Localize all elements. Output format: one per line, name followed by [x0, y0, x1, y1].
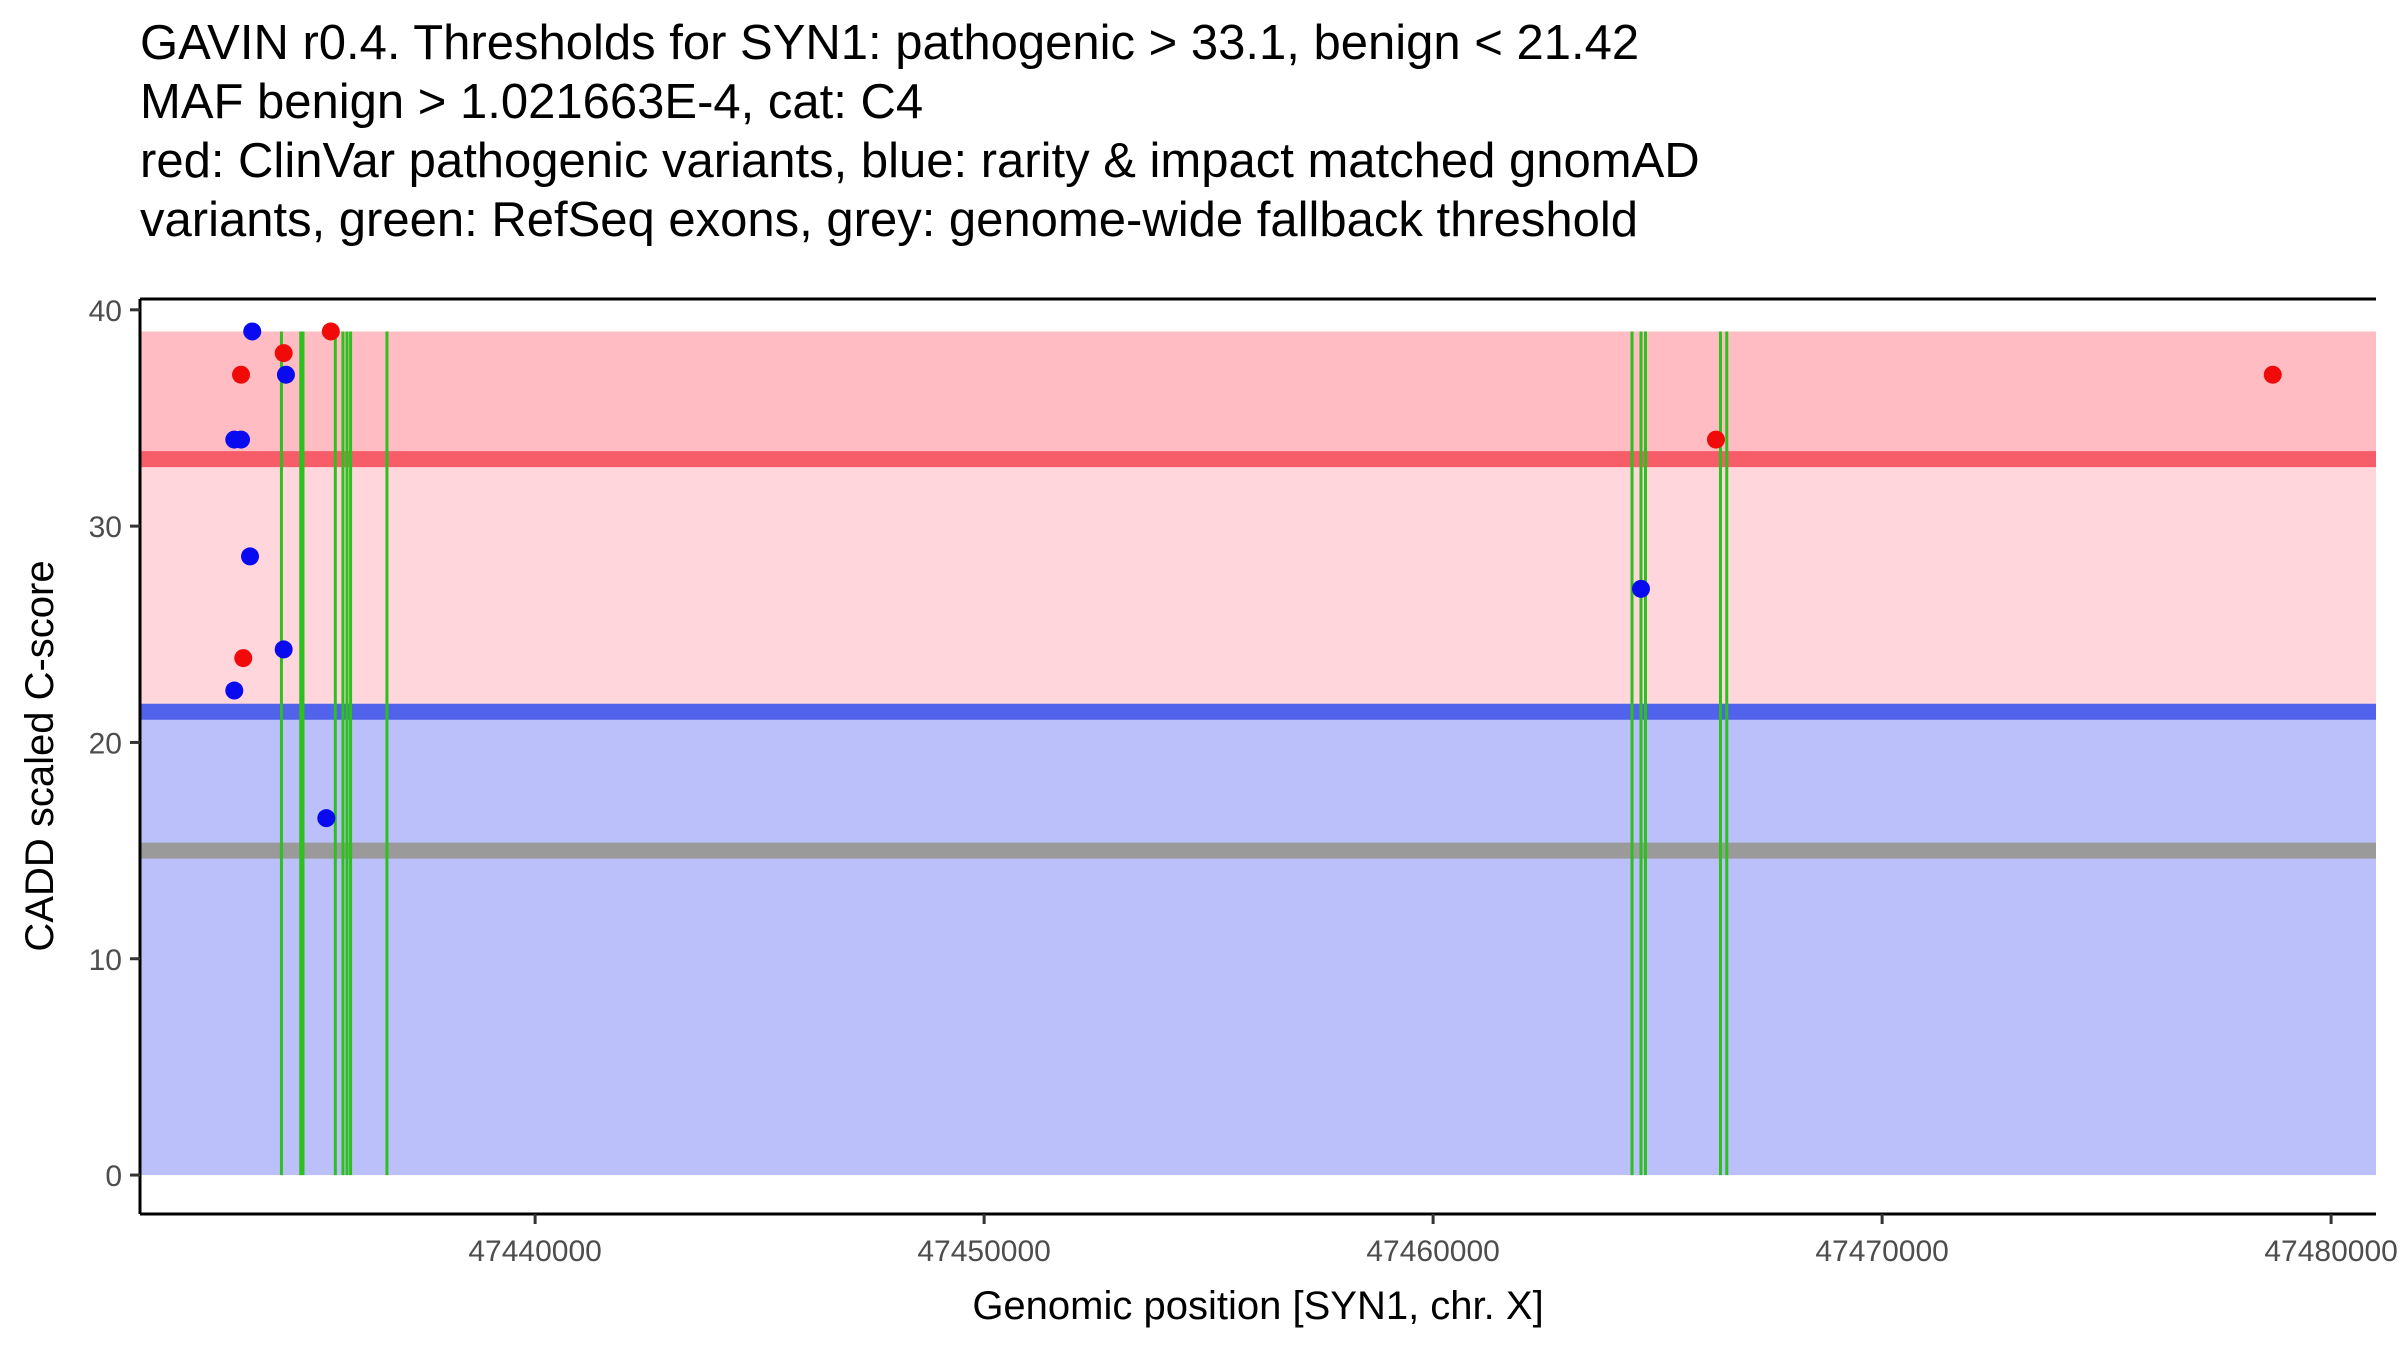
gnomad-point	[1631, 579, 1650, 598]
gnomad-point	[225, 681, 244, 700]
clinvar-point	[321, 322, 340, 341]
clinvar-point	[274, 344, 293, 363]
clinvar-point	[232, 365, 251, 384]
y-tick-label: 30	[89, 511, 122, 544]
y-tick-label: 0	[105, 1160, 122, 1193]
clinvar-point	[1706, 430, 1725, 449]
gnomad-point	[317, 809, 336, 828]
benign-region	[140, 711, 2376, 1176]
title-line-4: variants, green: RefSeq exons, grey: gen…	[140, 193, 1639, 247]
y-tick-label: 20	[89, 727, 122, 760]
x-tick-label: 47480000	[2264, 1235, 2397, 1268]
title-line-2: MAF benign > 1.021663E-4, cat: C4	[140, 75, 924, 129]
x-axis-title: Genomic position [SYN1, chr. X]	[972, 1284, 1543, 1328]
gnomad-point	[232, 430, 251, 449]
axis-ticks: 47440000 47450000 47460000 47470000 47480000…	[89, 295, 2398, 1268]
x-tick-label: 47440000	[468, 1235, 601, 1268]
plot-area	[140, 322, 2376, 1176]
axes	[138, 297, 2376, 1216]
pathogenic-region	[140, 331, 2376, 460]
x-tick-label: 47470000	[1815, 1235, 1948, 1268]
y-tick-label: 40	[89, 295, 122, 328]
x-tick-label: 47460000	[1366, 1235, 1499, 1268]
gnomad-point	[276, 365, 295, 384]
y-axis-title: CADD scaled C-score	[18, 560, 62, 951]
gnomad-point	[274, 640, 293, 659]
clinvar-point	[2263, 365, 2282, 384]
title-line-1: GAVIN r0.4. Thresholds for SYN1: pathoge…	[140, 16, 1640, 70]
y-tick-label: 10	[89, 944, 122, 977]
title-line-3: red: ClinVar pathogenic variants, blue: …	[140, 134, 1700, 188]
intermediate-region	[140, 459, 2376, 712]
gnomad-point	[241, 547, 260, 566]
chart-title: GAVIN r0.4. Thresholds for SYN1: pathoge…	[140, 14, 1700, 250]
gnomad-point	[243, 322, 262, 341]
clinvar-point	[234, 649, 253, 668]
x-tick-label: 47450000	[917, 1235, 1050, 1268]
